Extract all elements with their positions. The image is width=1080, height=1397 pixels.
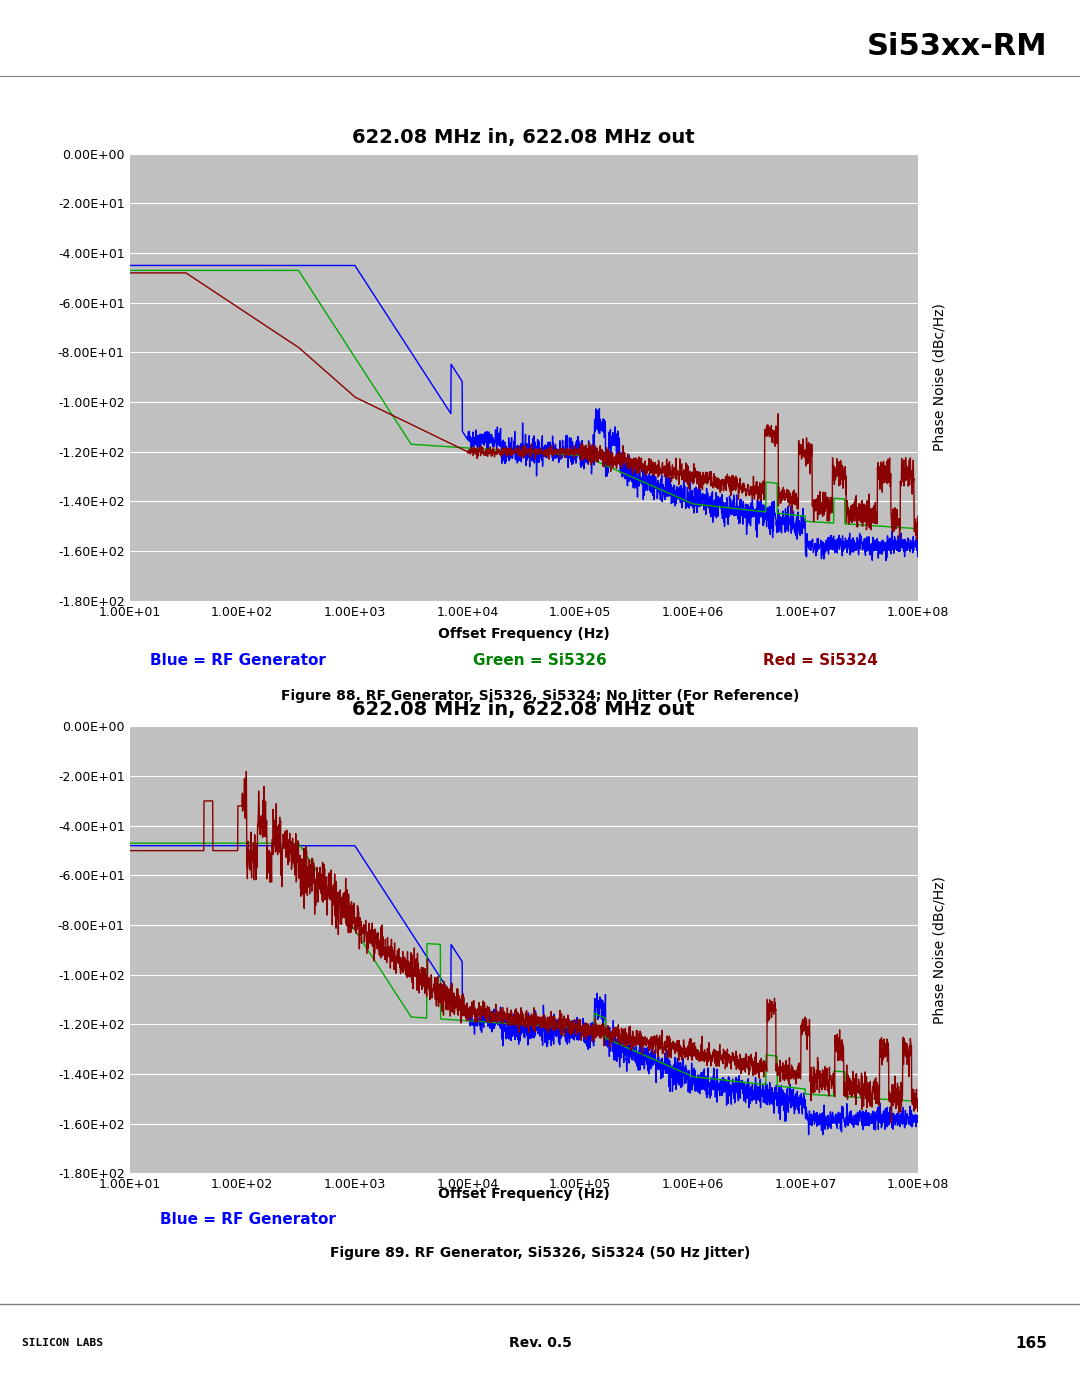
Text: Offset Frequency (Hz): Offset Frequency (Hz) xyxy=(437,1187,610,1201)
Text: Rev. 0.5: Rev. 0.5 xyxy=(509,1336,571,1351)
Text: Figure 88. RF Generator, Si5326, Si5324; No Jitter (For Reference): Figure 88. RF Generator, Si5326, Si5324;… xyxy=(281,689,799,703)
Text: Offset Frequency (Hz): Offset Frequency (Hz) xyxy=(437,627,610,641)
Title: 622.08 MHz in, 622.08 MHz out: 622.08 MHz in, 622.08 MHz out xyxy=(352,127,696,147)
Text: Si53xx-RM: Si53xx-RM xyxy=(867,32,1048,60)
Text: Blue = RF Generator: Blue = RF Generator xyxy=(150,654,325,668)
Text: Green = Si5326: Green = Si5326 xyxy=(473,654,607,668)
Text: Figure 89. RF Generator, Si5326, Si5324 (50 Hz Jitter): Figure 89. RF Generator, Si5326, Si5324 … xyxy=(329,1246,751,1260)
Title: 622.08 MHz in, 622.08 MHz out: 622.08 MHz in, 622.08 MHz out xyxy=(352,700,696,719)
Text: 165: 165 xyxy=(1015,1336,1048,1351)
Text: SILICON LABS: SILICON LABS xyxy=(22,1338,103,1348)
Text: Phase Noise (dBc/Hz): Phase Noise (dBc/Hz) xyxy=(933,303,946,451)
Text: Blue = RF Generator: Blue = RF Generator xyxy=(161,1213,336,1227)
Text: Phase Noise (dBc/Hz): Phase Noise (dBc/Hz) xyxy=(933,876,946,1024)
Text: Red = Si5324: Red = Si5324 xyxy=(764,654,878,668)
